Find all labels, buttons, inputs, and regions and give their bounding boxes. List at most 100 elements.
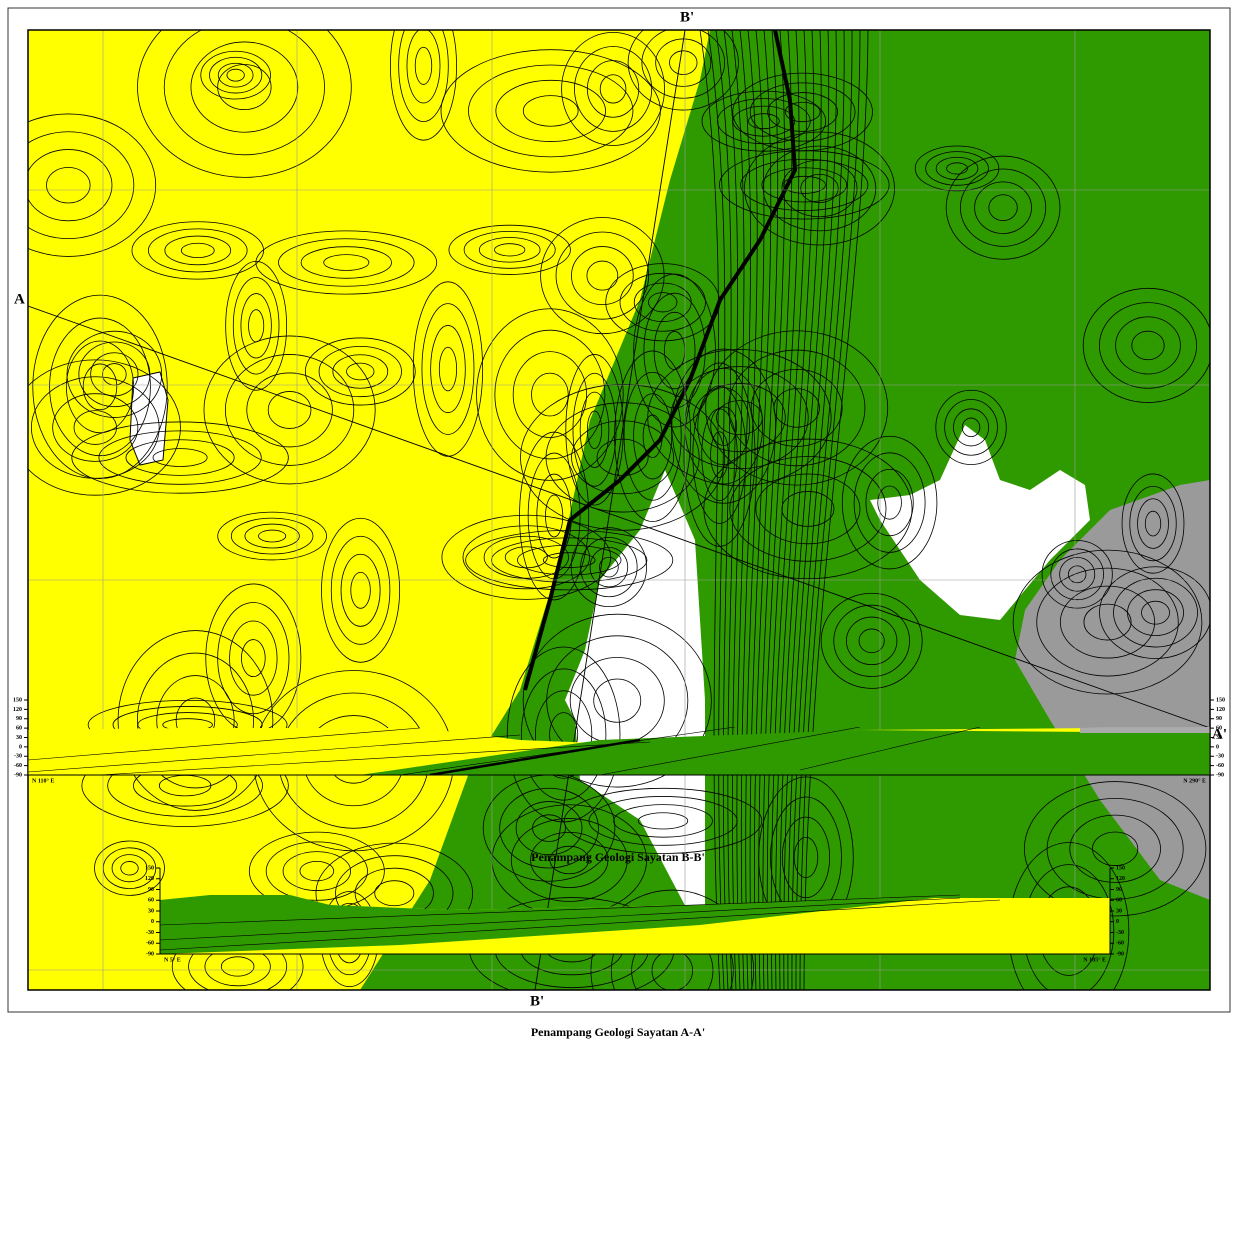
contour xyxy=(137,30,352,178)
contour xyxy=(599,74,627,104)
contour xyxy=(147,228,248,273)
direction-label: N 185° E xyxy=(1083,956,1106,963)
tick-label: -30 xyxy=(1216,754,1224,760)
tick-label: -90 xyxy=(14,772,22,778)
contour xyxy=(1041,540,1113,609)
tick-label: 90 xyxy=(16,716,22,722)
contour xyxy=(200,50,271,100)
contour xyxy=(767,92,838,132)
map-body xyxy=(28,30,1210,990)
contour xyxy=(697,387,751,466)
contour xyxy=(633,393,673,480)
contour xyxy=(120,861,139,876)
contour xyxy=(1059,585,1156,659)
map-frame xyxy=(27,29,1211,991)
contour xyxy=(820,592,923,689)
contour xyxy=(783,30,830,990)
label-b-prime-bottom: B' xyxy=(530,993,544,1009)
contour xyxy=(318,345,402,398)
tick-label: 120 xyxy=(1216,707,1225,713)
contour xyxy=(590,889,755,990)
contour xyxy=(52,393,139,462)
contour xyxy=(117,630,274,811)
contour xyxy=(515,801,583,856)
contour xyxy=(599,556,619,578)
contour xyxy=(1144,510,1162,537)
contour xyxy=(506,646,621,823)
alluvium-1 xyxy=(565,470,705,915)
label-a: A xyxy=(14,291,25,307)
contour xyxy=(633,282,692,322)
contour xyxy=(32,294,168,480)
contour xyxy=(572,372,617,487)
tick-label: -30 xyxy=(146,930,154,936)
contour xyxy=(744,131,895,246)
contour xyxy=(225,260,288,391)
label-b-prime-top: B' xyxy=(680,9,694,25)
contour xyxy=(494,243,526,257)
tick-label: 60 xyxy=(1116,898,1122,904)
contour xyxy=(1012,549,1203,695)
contour xyxy=(641,30,726,99)
contour xyxy=(715,30,732,990)
tick-label: 150 xyxy=(145,865,154,871)
contour xyxy=(73,410,117,445)
contour xyxy=(749,30,772,990)
contour xyxy=(152,448,208,467)
contour xyxy=(736,30,751,990)
tick-label: 30 xyxy=(148,908,154,914)
contour xyxy=(1115,316,1181,375)
contour xyxy=(504,546,548,569)
contour xyxy=(701,90,827,152)
contour xyxy=(747,113,780,130)
tick-label: 0 xyxy=(1216,744,1219,750)
tick-label: 0 xyxy=(19,744,22,750)
contour xyxy=(520,384,726,531)
contour xyxy=(1127,589,1184,636)
contour xyxy=(340,553,381,627)
contour xyxy=(614,350,692,522)
contour xyxy=(701,408,738,501)
tick-label: 150 xyxy=(1116,865,1125,871)
contour xyxy=(935,389,1007,465)
contour xyxy=(627,30,739,111)
contour xyxy=(226,68,245,82)
contour xyxy=(740,30,758,990)
contour xyxy=(707,30,726,990)
contour xyxy=(190,41,299,133)
contour xyxy=(833,604,910,677)
contour xyxy=(944,399,998,456)
tick-label: 60 xyxy=(148,898,154,904)
contour xyxy=(800,173,839,204)
contour xyxy=(693,383,786,453)
tick-label: -90 xyxy=(146,951,154,957)
contour xyxy=(570,527,647,608)
contour xyxy=(1129,485,1177,562)
contour xyxy=(787,30,837,990)
contour xyxy=(877,485,902,520)
label-a-prime: A' xyxy=(1212,726,1227,742)
contour xyxy=(463,230,556,269)
tick-label: -90 xyxy=(1116,951,1124,957)
contour xyxy=(853,452,926,553)
contour xyxy=(531,372,569,417)
contour xyxy=(510,818,628,902)
tick-label: 120 xyxy=(145,876,154,882)
contour xyxy=(49,317,151,457)
contour xyxy=(82,363,118,411)
contour xyxy=(448,224,571,275)
direction-label: N 290° E xyxy=(1183,777,1206,784)
contour xyxy=(761,167,848,203)
contour xyxy=(164,235,232,266)
contour xyxy=(1092,831,1139,866)
contour xyxy=(535,690,593,779)
contour xyxy=(229,620,278,696)
contour xyxy=(791,30,845,990)
contour xyxy=(398,30,449,122)
contour xyxy=(125,439,235,476)
contour xyxy=(653,311,696,390)
contour xyxy=(841,435,938,570)
contour xyxy=(710,431,729,478)
contour xyxy=(65,340,135,434)
contour xyxy=(350,571,371,609)
